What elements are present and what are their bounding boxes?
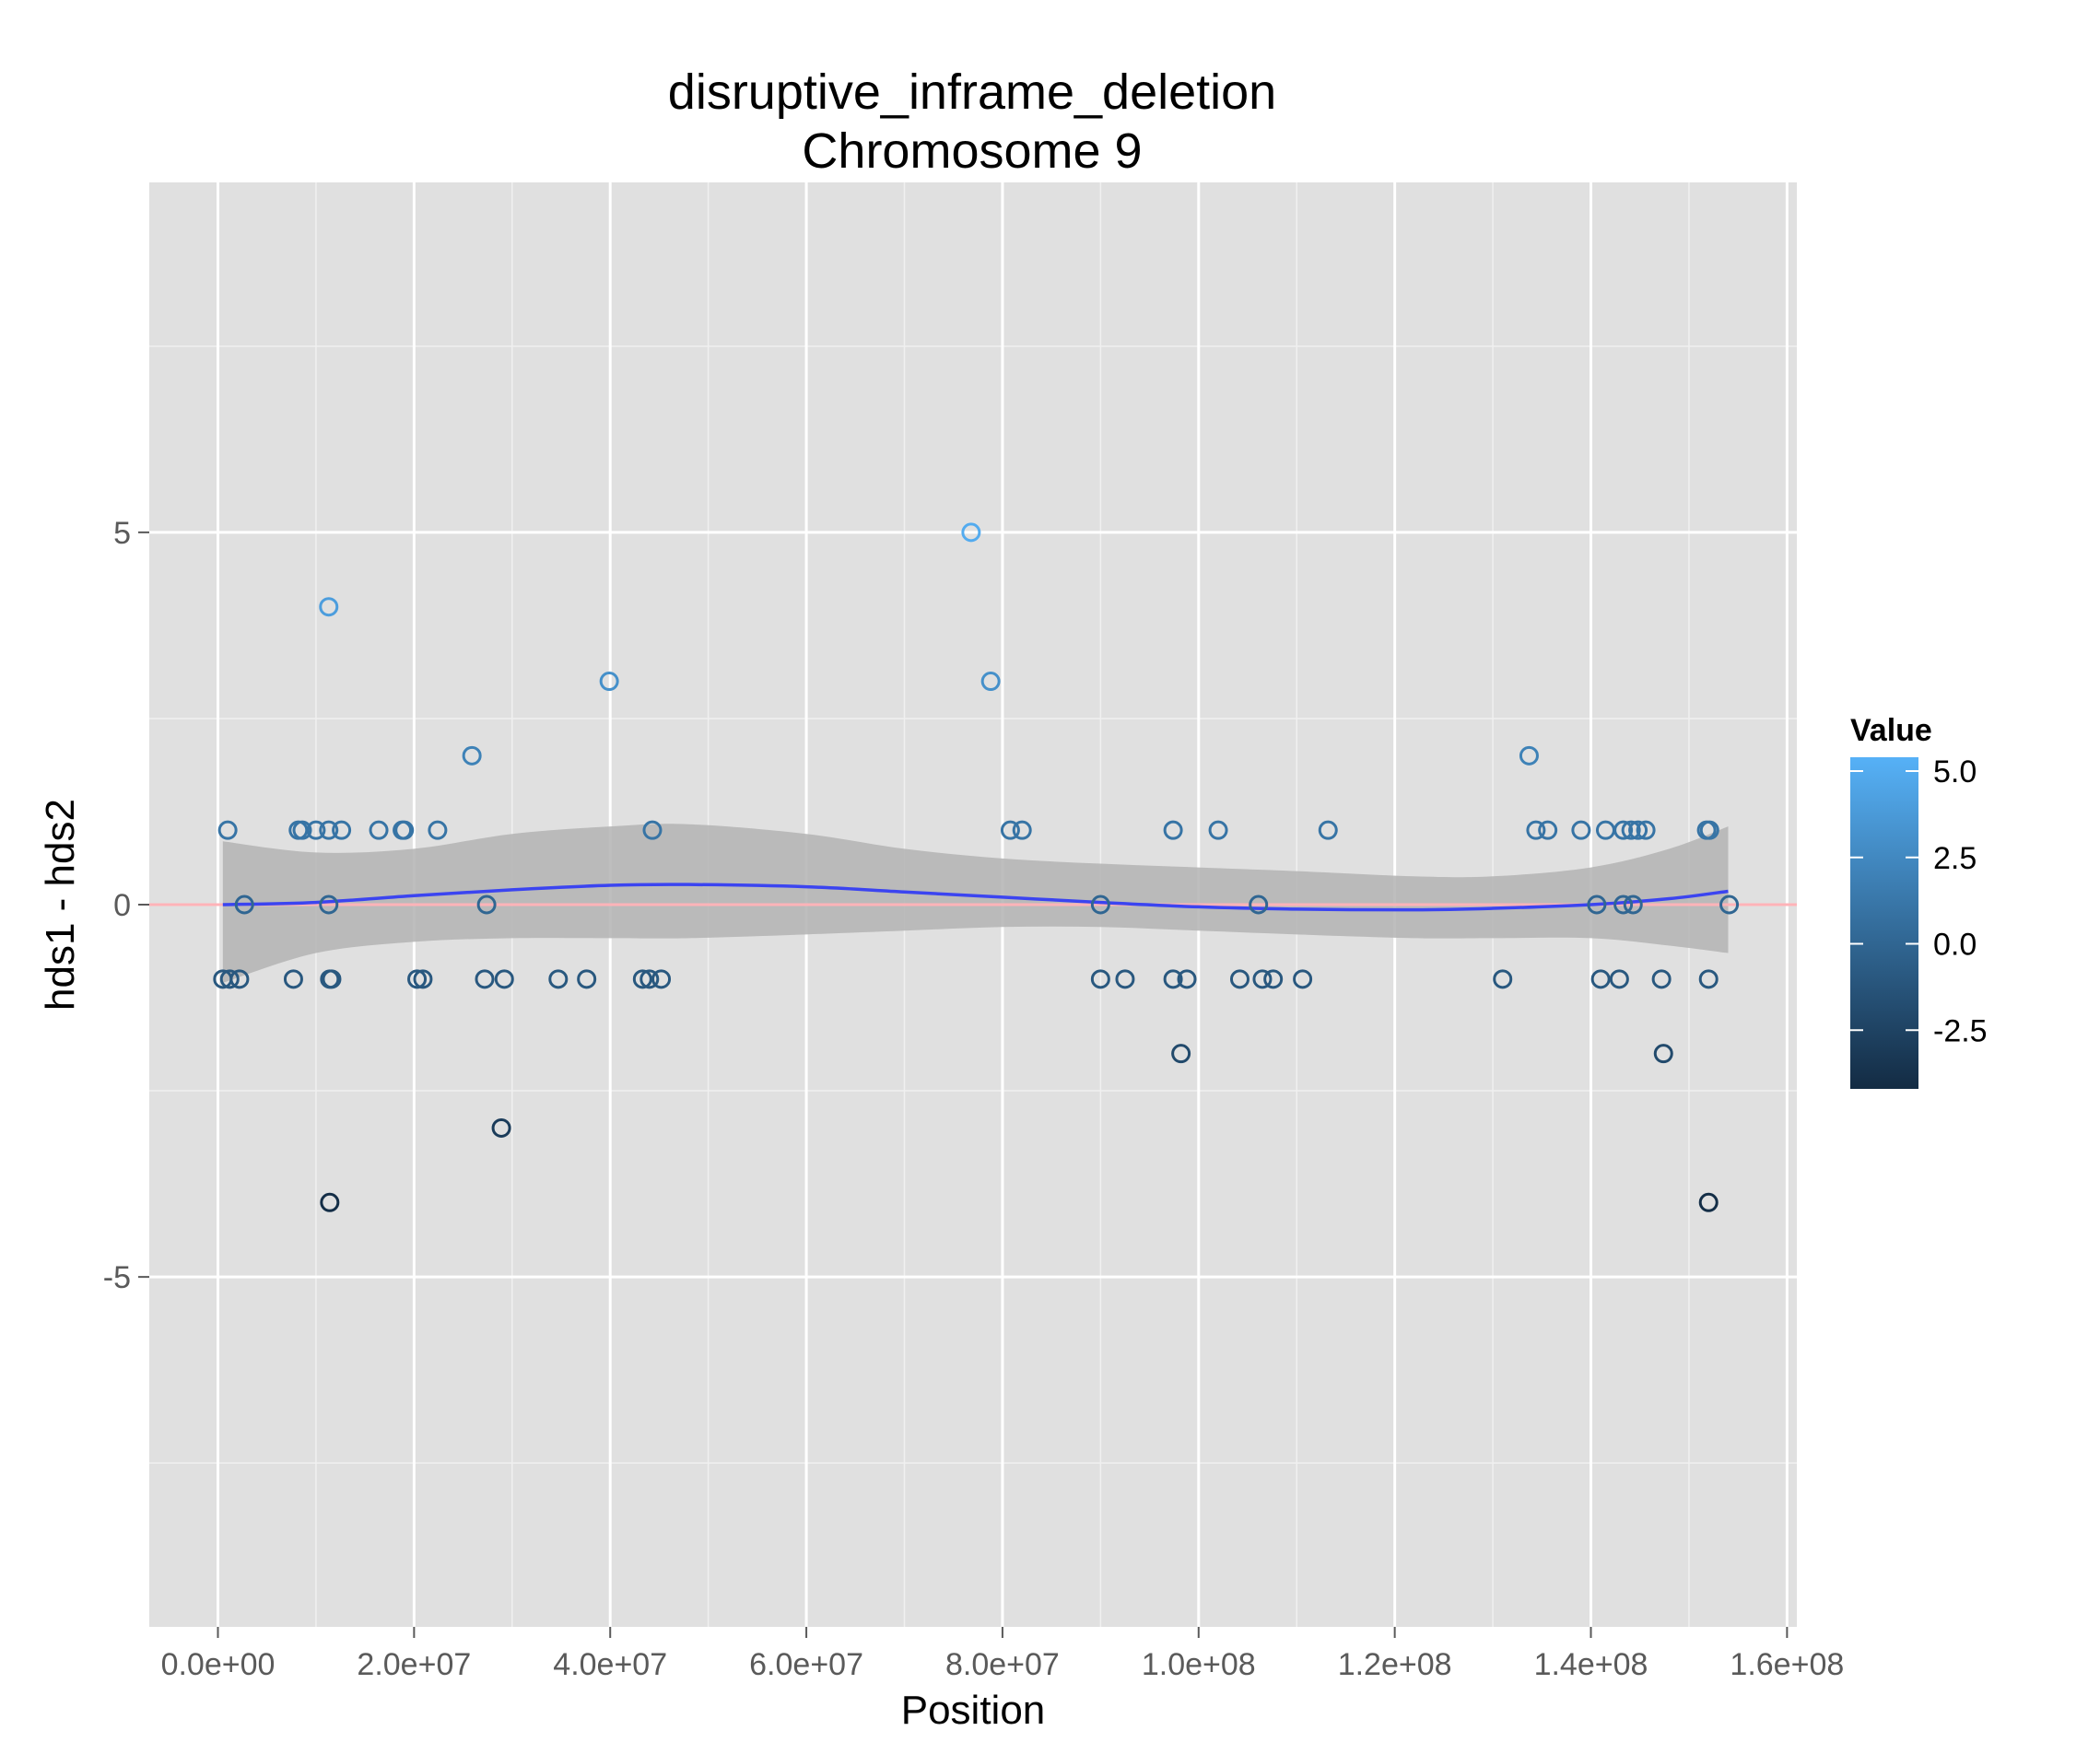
data-point bbox=[1538, 820, 1558, 840]
data-point bbox=[1590, 969, 1611, 989]
legend-tick-label: 5.0 bbox=[1933, 754, 1977, 789]
data-point bbox=[1519, 745, 1539, 766]
data-point bbox=[577, 969, 597, 989]
data-point bbox=[462, 745, 482, 766]
data-point bbox=[1090, 895, 1110, 915]
data-point bbox=[428, 820, 448, 840]
data-point bbox=[494, 969, 514, 989]
data-point bbox=[319, 597, 339, 617]
data-point bbox=[1719, 895, 1740, 915]
data-point bbox=[1090, 969, 1110, 989]
data-point bbox=[1621, 820, 1641, 840]
data-point bbox=[1208, 820, 1228, 840]
data-points bbox=[213, 522, 1740, 1212]
data-point bbox=[1163, 969, 1183, 989]
data-point bbox=[1628, 820, 1648, 840]
data-point bbox=[1653, 1044, 1673, 1064]
data-point bbox=[1263, 969, 1284, 989]
x-tick-label: 1.0e+08 bbox=[1142, 1647, 1256, 1682]
legend-tick-label: 2.5 bbox=[1933, 841, 1977, 876]
chart-subtitle: Chromosome 9 bbox=[802, 123, 1142, 179]
y-tick-label: 0 bbox=[113, 888, 131, 923]
data-point bbox=[229, 969, 250, 989]
data-point bbox=[1163, 820, 1183, 840]
data-point bbox=[491, 1117, 511, 1138]
data-point bbox=[292, 820, 312, 840]
legend-tick-label: -2.5 bbox=[1933, 1013, 1988, 1048]
y-tick-label: -5 bbox=[103, 1260, 131, 1295]
data-point bbox=[1000, 820, 1020, 840]
data-point bbox=[476, 895, 497, 915]
data-point bbox=[413, 969, 433, 989]
y-axis-title: hds1 - hds2 bbox=[38, 799, 83, 1011]
data-point bbox=[1571, 820, 1591, 840]
data-point bbox=[1318, 820, 1338, 840]
data-point bbox=[1177, 969, 1197, 989]
data-point bbox=[1698, 969, 1719, 989]
data-point bbox=[234, 895, 254, 915]
data-point bbox=[1613, 820, 1634, 840]
data-point bbox=[1699, 820, 1719, 840]
data-point bbox=[394, 820, 415, 840]
y-tick-label: 5 bbox=[113, 516, 131, 551]
x-tick-label: 0.0e+00 bbox=[161, 1647, 276, 1682]
data-point bbox=[369, 820, 389, 840]
data-point bbox=[332, 820, 352, 840]
legend-title: Value bbox=[1850, 713, 1932, 748]
legend-colorbar bbox=[1850, 757, 1918, 1089]
smooth-line-layer bbox=[222, 883, 1729, 912]
data-point bbox=[639, 969, 660, 989]
y-axis: -5 0 5 bbox=[103, 516, 149, 1295]
x-tick-label: 6.0e+07 bbox=[749, 1647, 863, 1682]
data-point bbox=[632, 969, 652, 989]
color-legend: Value 5.0 2.5 0.0 -2.5 bbox=[1850, 713, 1988, 1089]
data-point bbox=[320, 1192, 340, 1212]
x-tick-label: 1.4e+08 bbox=[1534, 1647, 1648, 1682]
data-point bbox=[651, 969, 672, 989]
chart-title: disruptive_inframe_deletion bbox=[668, 64, 1276, 120]
data-point bbox=[319, 895, 339, 915]
data-point bbox=[1623, 895, 1643, 915]
x-axis: 0.0e+00 2.0e+07 4.0e+07 6.0e+07 8.0e+07 1.0e+… bbox=[161, 1627, 1844, 1682]
data-point bbox=[219, 969, 240, 989]
legend-ticks: 5.0 2.5 0.0 -2.5 bbox=[1850, 754, 1988, 1048]
x-axis-title: Position bbox=[901, 1688, 1046, 1733]
data-point bbox=[1613, 895, 1634, 915]
x-tick-label: 4.0e+07 bbox=[553, 1647, 667, 1682]
data-point bbox=[599, 672, 619, 692]
data-point bbox=[319, 820, 339, 840]
data-point bbox=[1698, 1192, 1719, 1212]
data-point bbox=[980, 672, 1001, 692]
data-point bbox=[1252, 969, 1273, 989]
data-point bbox=[1587, 895, 1607, 915]
data-point bbox=[217, 820, 238, 840]
data-point bbox=[475, 969, 495, 989]
data-point bbox=[407, 969, 428, 989]
legend-tick-label: 0.0 bbox=[1933, 928, 1977, 963]
data-point bbox=[1171, 1044, 1191, 1064]
x-tick-label: 1.2e+08 bbox=[1338, 1647, 1452, 1682]
data-point bbox=[1293, 969, 1313, 989]
x-tick-label: 8.0e+07 bbox=[945, 1647, 1060, 1682]
x-tick-label: 2.0e+07 bbox=[357, 1647, 471, 1682]
data-point bbox=[1651, 969, 1672, 989]
data-point bbox=[1229, 969, 1249, 989]
data-point bbox=[1493, 969, 1513, 989]
data-point bbox=[1012, 820, 1032, 840]
data-point bbox=[283, 969, 303, 989]
data-point bbox=[642, 820, 663, 840]
data-point bbox=[961, 522, 981, 543]
data-point bbox=[322, 969, 342, 989]
data-point bbox=[1526, 820, 1546, 840]
data-point bbox=[1249, 895, 1269, 915]
data-point bbox=[1115, 969, 1135, 989]
data-point bbox=[306, 820, 326, 840]
x-tick-label: 1.6e+08 bbox=[1730, 1647, 1844, 1682]
smooth-line bbox=[222, 883, 1729, 912]
data-point bbox=[1609, 969, 1629, 989]
data-point bbox=[1636, 820, 1656, 840]
data-point bbox=[548, 969, 569, 989]
